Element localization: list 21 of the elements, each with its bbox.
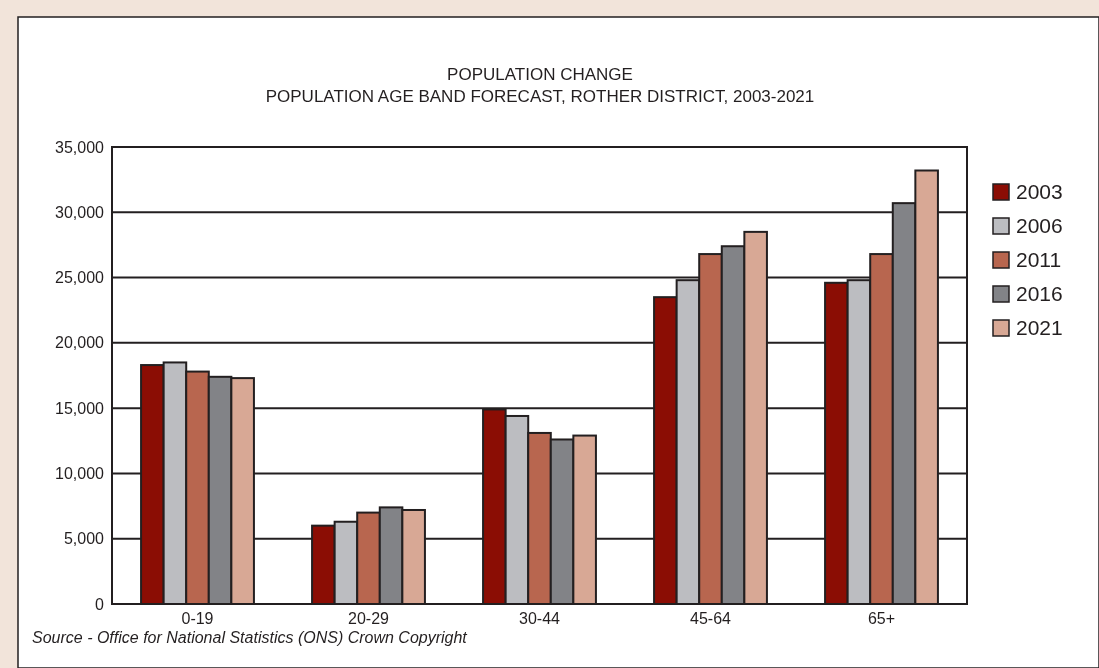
legend-label: 2011	[1016, 248, 1062, 272]
x-tick-label: 30-44	[519, 610, 561, 627]
legend-label: 2016	[1016, 282, 1063, 306]
source-note: Source - Office for National Statistics (ONS) Crown Copyright	[32, 629, 468, 646]
x-tick-label: 0-19	[181, 610, 214, 627]
y-tick-label: 35,000	[55, 138, 105, 156]
x-tick-label: 45-64	[690, 610, 732, 627]
y-tick-label: 20,000	[55, 334, 105, 352]
legend-label: 2006	[1016, 214, 1063, 238]
x-tick-label: 65+	[867, 610, 896, 627]
x-tick-label: 20-29	[348, 610, 390, 627]
y-tick-label: 10,000	[55, 465, 105, 483]
y-tick-label: 15,000	[55, 399, 105, 417]
y-tick-label: 30,000	[55, 203, 105, 221]
legend-label: 2003	[1016, 180, 1063, 204]
chart-subtitle: POPULATION AGE BAND FORECAST, ROTHER DISTRICT, 2003-2021	[265, 87, 815, 106]
chart-title: POPULATION CHANGE	[447, 65, 633, 84]
y-tick-label: 0	[95, 595, 105, 613]
y-tick-label: 25,000	[55, 269, 105, 287]
y-tick-label: 5,000	[63, 530, 105, 548]
legend-label: 2021	[1016, 316, 1063, 340]
